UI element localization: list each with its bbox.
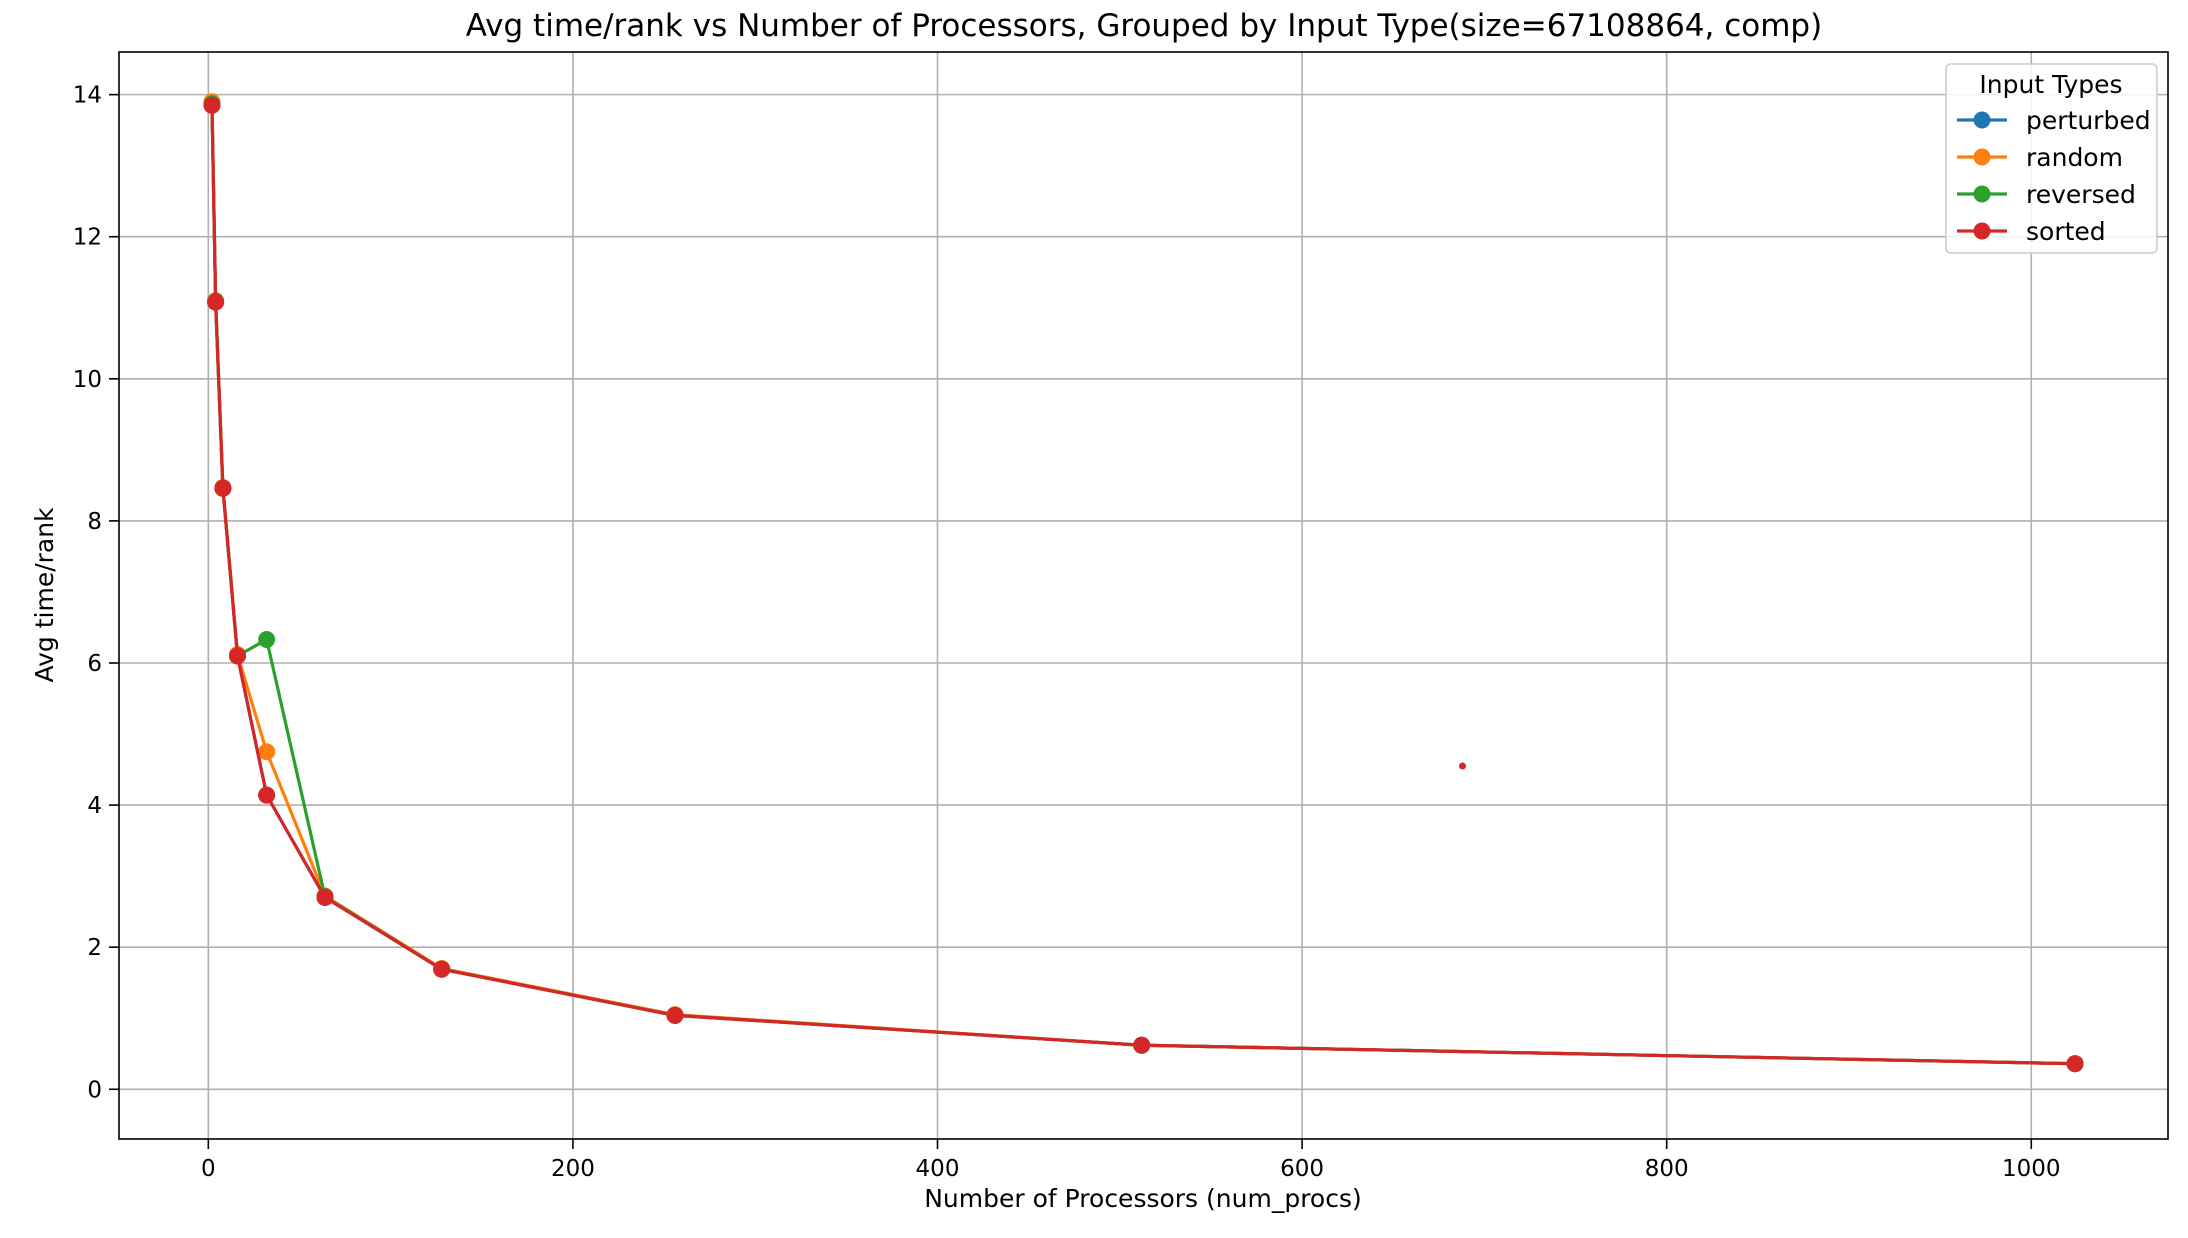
y-tick-label: 2 — [87, 935, 102, 961]
x-tick-label: 600 — [1280, 1156, 1324, 1182]
axes-frame — [118, 51, 2169, 1140]
legend-label-sorted: sorted — [2026, 217, 2106, 246]
legend: Input Types perturbed random reversed sorte… — [1945, 63, 2158, 254]
series-line-sorted — [210, 103, 2077, 1066]
series-sorted — [203, 96, 2084, 1073]
legend-entry-reversed: reversed — [1957, 180, 2136, 209]
y-tick-label: 0 — [87, 1077, 102, 1103]
y-tick-label: 6 — [87, 651, 102, 677]
x-tick-label: 1000 — [2002, 1156, 2061, 1182]
legend-entry-perturbed: perturbed — [1957, 106, 2151, 135]
data-point-sorted — [433, 960, 451, 978]
annotation-point — [1459, 762, 1467, 770]
y-tick-label: 14 — [73, 83, 102, 109]
legend-title: Input Types — [1979, 70, 2122, 99]
legend-marker-reversed — [1973, 185, 1991, 203]
legend-label-reversed: reversed — [2026, 180, 2136, 209]
legend-box — [1945, 63, 2158, 254]
legend-label-random: random — [2026, 143, 2123, 172]
data-point-sorted — [214, 479, 232, 497]
data-point-sorted — [1133, 1036, 1151, 1054]
x-tick-label: 200 — [551, 1156, 595, 1182]
data-point-sorted — [666, 1006, 684, 1024]
legend-entry-sorted: sorted — [1957, 217, 2106, 246]
plot-annotations — [1459, 762, 1467, 770]
legend-marker-sorted — [1973, 222, 1991, 240]
legend-marker-random — [1973, 148, 1991, 166]
y-axis-label: Avg time/rank — [30, 507, 59, 683]
legend-marker-perturbed — [1973, 111, 1991, 129]
axis-ticks: 0 200 400 600 800 1000 0 2 4 6 8 10 12 14 — [73, 83, 2061, 1182]
data-point-sorted — [316, 888, 334, 906]
data-point-random — [258, 743, 276, 761]
x-tick-label: 400 — [916, 1156, 960, 1182]
data-point-reversed — [258, 631, 276, 649]
legend-entries: perturbed random reversed sorted — [1957, 106, 2151, 246]
chart-title: Avg time/rank vs Number of Processors, G… — [466, 8, 1822, 44]
data-point-sorted — [207, 293, 225, 311]
data-point-sorted — [2066, 1055, 2084, 1073]
data-point-sorted — [203, 96, 221, 114]
y-tick-label: 4 — [87, 793, 102, 819]
data-point-sorted — [228, 647, 246, 665]
y-tick-label: 8 — [87, 509, 102, 535]
data-point-sorted — [258, 786, 276, 804]
y-tick-label: 12 — [73, 225, 102, 251]
x-axis-label: Number of Processors (num_procs) — [924, 1184, 1362, 1213]
x-tick-label: 800 — [1645, 1156, 1689, 1182]
legend-label-perturbed: perturbed — [2026, 106, 2151, 135]
x-tick-label: 0 — [201, 1156, 216, 1182]
legend-entry-random: random — [1957, 143, 2123, 172]
plot-series — [203, 93, 2084, 1073]
y-tick-label: 10 — [73, 367, 102, 393]
